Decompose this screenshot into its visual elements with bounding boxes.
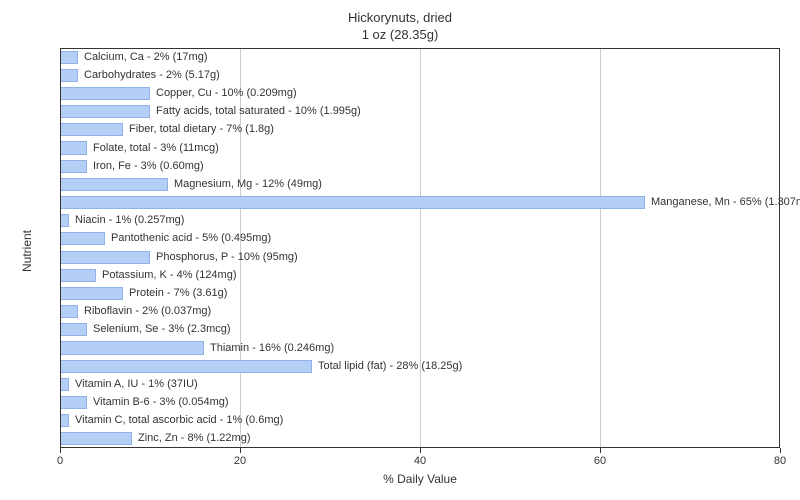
nutrient-bar [60, 287, 123, 300]
x-tick-label: 0 [57, 455, 63, 467]
nutrient-bar-label: Fiber, total dietary - 7% (1.8g) [129, 124, 274, 135]
nutrient-bar-label: Riboflavin - 2% (0.037mg) [84, 306, 211, 317]
nutrient-bar-label: Protein - 7% (3.61g) [129, 288, 227, 299]
nutrient-bar-label: Fatty acids, total saturated - 10% (1.99… [156, 106, 361, 117]
nutrient-bar [60, 123, 123, 136]
nutrient-bar [60, 305, 78, 318]
nutrient-bar [60, 87, 150, 100]
plot-area: Calcium, Ca - 2% (17mg) Carbohydrates - 2… [60, 48, 780, 448]
nutrient-bar-label: Vitamin C, total ascorbic acid - 1% (0.6… [75, 415, 283, 426]
nutrient-bar-label: Pantothenic acid - 5% (0.495mg) [111, 233, 271, 244]
nutrient-bar [60, 141, 87, 154]
nutrient-bar [60, 214, 69, 227]
nutrient-bar [60, 232, 105, 245]
nutrient-bar [60, 69, 78, 82]
gridline [420, 48, 421, 448]
title-line2: 1 oz (28.35g) [362, 27, 439, 42]
x-tick-label: 40 [414, 455, 426, 467]
nutrient-bar-label: Carbohydrates - 2% (5.17g) [84, 70, 220, 81]
nutrient-bar-label: Thiamin - 16% (0.246mg) [210, 343, 334, 354]
nutrient-chart: Hickorynuts, dried 1 oz (28.35g) Calcium… [0, 0, 800, 500]
nutrient-bar-label: Iron, Fe - 3% (0.60mg) [93, 161, 204, 172]
x-tick [60, 448, 61, 453]
nutrient-bar [60, 105, 150, 118]
gridline [600, 48, 601, 448]
nutrient-bar-label: Niacin - 1% (0.257mg) [75, 215, 184, 226]
x-tick [420, 448, 421, 453]
nutrient-bar [60, 51, 78, 64]
nutrient-bar-label: Potassium, K - 4% (124mg) [102, 270, 237, 281]
nutrient-bar [60, 432, 132, 445]
x-tick [780, 448, 781, 453]
x-tick-label: 60 [594, 455, 606, 467]
x-tick [240, 448, 241, 453]
x-tick-label: 20 [234, 455, 246, 467]
nutrient-bar-label: Copper, Cu - 10% (0.209mg) [156, 88, 297, 99]
nutrient-bar [60, 360, 312, 373]
nutrient-bar [60, 196, 645, 209]
nutrient-bar-label: Vitamin A, IU - 1% (37IU) [75, 379, 198, 390]
nutrient-bar-label: Vitamin B-6 - 3% (0.054mg) [93, 397, 229, 408]
nutrient-bar-label: Phosphorus, P - 10% (95mg) [156, 252, 298, 263]
chart-title: Hickorynuts, dried 1 oz (28.35g) [0, 10, 800, 44]
nutrient-bar [60, 178, 168, 191]
nutrient-bar [60, 414, 69, 427]
nutrient-bar-label: Selenium, Se - 3% (2.3mcg) [93, 324, 231, 335]
nutrient-bar-label: Magnesium, Mg - 12% (49mg) [174, 179, 322, 190]
x-axis-label: % Daily Value [383, 472, 457, 486]
nutrient-bar-label: Total lipid (fat) - 28% (18.25g) [318, 361, 462, 372]
nutrient-bar-label: Calcium, Ca - 2% (17mg) [84, 52, 207, 63]
nutrient-bar-label: Manganese, Mn - 65% (1.307mg) [651, 197, 800, 208]
nutrient-bar-label: Folate, total - 3% (11mcg) [93, 143, 219, 154]
nutrient-bar [60, 378, 69, 391]
nutrient-bar [60, 323, 87, 336]
nutrient-bar-label: Zinc, Zn - 8% (1.22mg) [138, 433, 250, 444]
x-tick-label: 80 [774, 455, 786, 467]
nutrient-bar [60, 251, 150, 264]
x-tick [600, 448, 601, 453]
y-axis-label: Nutrient [20, 230, 34, 272]
nutrient-bar [60, 396, 87, 409]
title-line1: Hickorynuts, dried [348, 10, 452, 25]
nutrient-bar [60, 269, 96, 282]
nutrient-bar [60, 341, 204, 354]
nutrient-bar [60, 160, 87, 173]
